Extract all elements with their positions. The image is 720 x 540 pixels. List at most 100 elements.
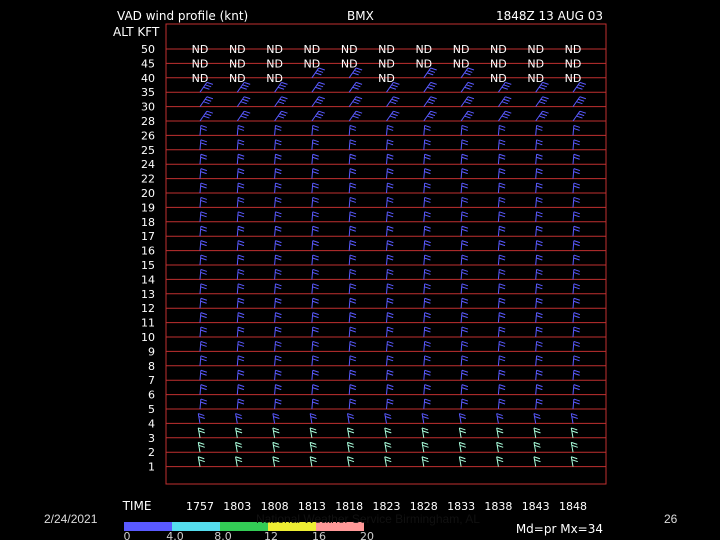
barb-shaft: [496, 413, 499, 424]
wind-barb: [311, 283, 319, 294]
wind-barb: [384, 413, 392, 424]
barb-feather: [461, 326, 469, 330]
barb-feather: [347, 441, 354, 445]
barb-feather: [573, 243, 580, 247]
barb-feather: [461, 182, 469, 186]
barb-feather: [275, 312, 282, 316]
wind-barb: [348, 67, 363, 79]
chart-labels: VAD wind profile (knt) BMX 1848Z 13 AUG 03…: [113, 9, 603, 513]
barb-feather: [312, 228, 319, 232]
altitude-tick-label: 35: [141, 86, 155, 99]
barb-feather: [466, 69, 473, 73]
no-data-marker: ND: [490, 72, 507, 85]
barb-feather: [310, 427, 317, 431]
barb-shaft: [348, 125, 351, 136]
wind-barb: [348, 355, 357, 366]
barb-shaft: [236, 384, 239, 395]
barb-feather: [238, 340, 245, 344]
barb-feather: [467, 96, 475, 100]
barb-shaft: [346, 442, 350, 453]
barb-shaft: [535, 226, 538, 237]
wind-barb: [309, 413, 317, 424]
barb-feather: [349, 139, 357, 143]
barb-feather: [200, 171, 207, 175]
wind-barb: [274, 369, 282, 381]
wind-barb: [274, 326, 282, 338]
barb-shaft: [348, 254, 351, 266]
legend-tick-label: 8.0: [214, 530, 232, 540]
barb-shaft: [274, 355, 276, 366]
barb-shaft: [274, 269, 276, 280]
barb-feather: [498, 171, 506, 175]
barb-feather: [422, 459, 429, 463]
barb-feather: [312, 211, 319, 215]
barb-feather: [315, 101, 322, 105]
barb-shaft: [423, 283, 426, 294]
barb-feather: [275, 387, 282, 391]
altitude-tick-label: 19: [141, 201, 155, 214]
wind-barb: [386, 268, 394, 280]
wind-barb: [199, 297, 208, 309]
barb-feather: [237, 286, 245, 290]
barb-shaft: [384, 413, 387, 424]
wind-barb: [236, 81, 251, 93]
wind-barb: [236, 182, 245, 194]
barb-feather: [312, 127, 319, 131]
wind-barb: [535, 139, 543, 150]
barb-feather: [349, 326, 357, 330]
barb-shaft: [311, 254, 314, 266]
barb-shaft: [386, 269, 388, 280]
wind-barb: [348, 384, 357, 395]
barb-feather: [316, 84, 324, 88]
barb-shaft: [572, 269, 575, 280]
barb-feather: [573, 387, 580, 391]
barb-feather: [459, 444, 467, 448]
barb-feather: [312, 214, 319, 218]
barb-feather: [461, 139, 469, 143]
barb-shaft: [497, 269, 500, 280]
barb-feather: [310, 430, 317, 434]
wind-barb: [274, 225, 282, 237]
barb-feather: [499, 254, 506, 258]
time-tick-label: 1848: [559, 500, 587, 513]
barb-feather: [200, 286, 207, 290]
barb-feather: [349, 254, 357, 258]
barb-feather: [347, 430, 355, 434]
barb-feather: [424, 387, 431, 391]
barb-feather: [573, 254, 581, 258]
barb-feather: [424, 283, 431, 287]
barb-feather: [200, 268, 208, 272]
wind-barb: [236, 124, 245, 136]
wind-barb: [235, 413, 243, 424]
wind-barb: [236, 369, 245, 381]
barb-shaft: [199, 240, 202, 251]
altitude-tick-label: 17: [141, 230, 155, 243]
wind-barb: [199, 96, 214, 107]
wind-barb: [236, 139, 245, 150]
wind-barb: [535, 240, 543, 251]
barb-feather: [536, 401, 543, 405]
wind-barb: [572, 96, 587, 107]
barb-shaft: [235, 456, 238, 467]
barb-feather: [312, 387, 319, 391]
wind-barb: [274, 196, 282, 208]
wind-barb: [421, 441, 429, 453]
barb-shaft: [460, 370, 463, 381]
barb-shaft: [458, 427, 462, 438]
barb-feather: [203, 86, 210, 90]
barb-shaft: [497, 355, 500, 366]
barb-shaft: [572, 298, 575, 309]
barb-shaft: [423, 139, 426, 150]
barb-shaft: [572, 384, 575, 395]
barb-feather: [385, 444, 392, 448]
barb-feather: [312, 240, 319, 244]
barb-feather: [349, 329, 356, 333]
barb-shaft: [421, 427, 425, 438]
barb-shaft: [572, 125, 575, 136]
barb-feather: [312, 168, 319, 172]
barb-feather: [424, 225, 431, 229]
barb-shaft: [311, 326, 314, 338]
barb-feather: [198, 441, 205, 445]
barb-feather: [579, 110, 587, 114]
barb-feather: [386, 243, 394, 247]
